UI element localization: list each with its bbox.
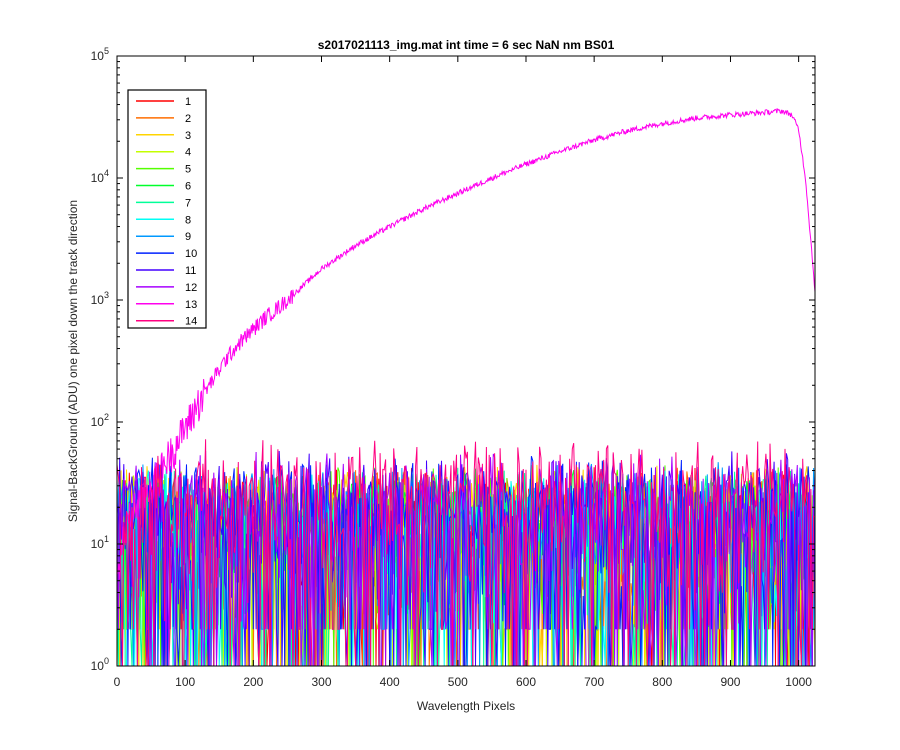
x-tick-label: 900 <box>720 675 740 689</box>
legend-label: 2 <box>185 113 191 125</box>
x-axis-label: Wavelength Pixels <box>417 699 515 713</box>
x-tick-label: 100 <box>175 675 195 689</box>
y-tick-label: 102 <box>91 412 109 429</box>
x-tick-label: 300 <box>311 675 331 689</box>
y-tick-label: 104 <box>91 168 109 185</box>
x-tick-label: 1000 <box>785 675 812 689</box>
x-tick-label: 600 <box>516 675 536 689</box>
legend-label: 11 <box>185 265 196 277</box>
legend-label: 3 <box>185 130 191 142</box>
series-line-13 <box>116 108 816 580</box>
x-tick-label: 500 <box>448 675 468 689</box>
y-tick-label: 101 <box>91 534 109 551</box>
legend-label: 10 <box>185 248 197 260</box>
series-line-14 <box>116 439 816 667</box>
legend-label: 13 <box>185 299 197 311</box>
legend-label: 8 <box>185 214 191 226</box>
legend-label: 9 <box>185 231 191 243</box>
legend-label: 14 <box>185 316 197 328</box>
axes-box <box>116 55 816 667</box>
legend-label: 1 <box>185 96 191 108</box>
legend-label: 6 <box>185 181 191 193</box>
legend-label: 4 <box>185 147 191 159</box>
x-tick-label: 200 <box>243 675 263 689</box>
y-tick-label: 103 <box>91 290 109 307</box>
legend-label: 12 <box>185 282 197 294</box>
x-tick-label: 700 <box>584 675 604 689</box>
y-tick-label: 100 <box>91 656 109 673</box>
chart-title: s2017021113_img.mat int time = 6 sec NaN… <box>318 38 615 52</box>
x-tick-label: 800 <box>652 675 672 689</box>
legend-label: 7 <box>185 197 191 209</box>
x-tick-label: 0 <box>114 675 121 689</box>
x-axis: 0 100 200 300 400 500 600 700 800 900 1000 <box>114 56 812 689</box>
x-tick-label: 400 <box>380 675 400 689</box>
y-axis-label: Signal-BackGround (ADU) one pixel down t… <box>66 200 80 522</box>
legend-label: 5 <box>185 164 191 176</box>
series-line-11 <box>116 450 816 667</box>
y-tick-label: 105 <box>91 46 109 63</box>
legend-box <box>127 89 207 329</box>
